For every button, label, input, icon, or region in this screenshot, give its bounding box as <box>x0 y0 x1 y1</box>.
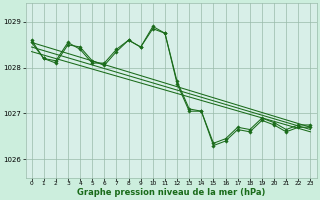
X-axis label: Graphe pression niveau de la mer (hPa): Graphe pression niveau de la mer (hPa) <box>77 188 265 197</box>
